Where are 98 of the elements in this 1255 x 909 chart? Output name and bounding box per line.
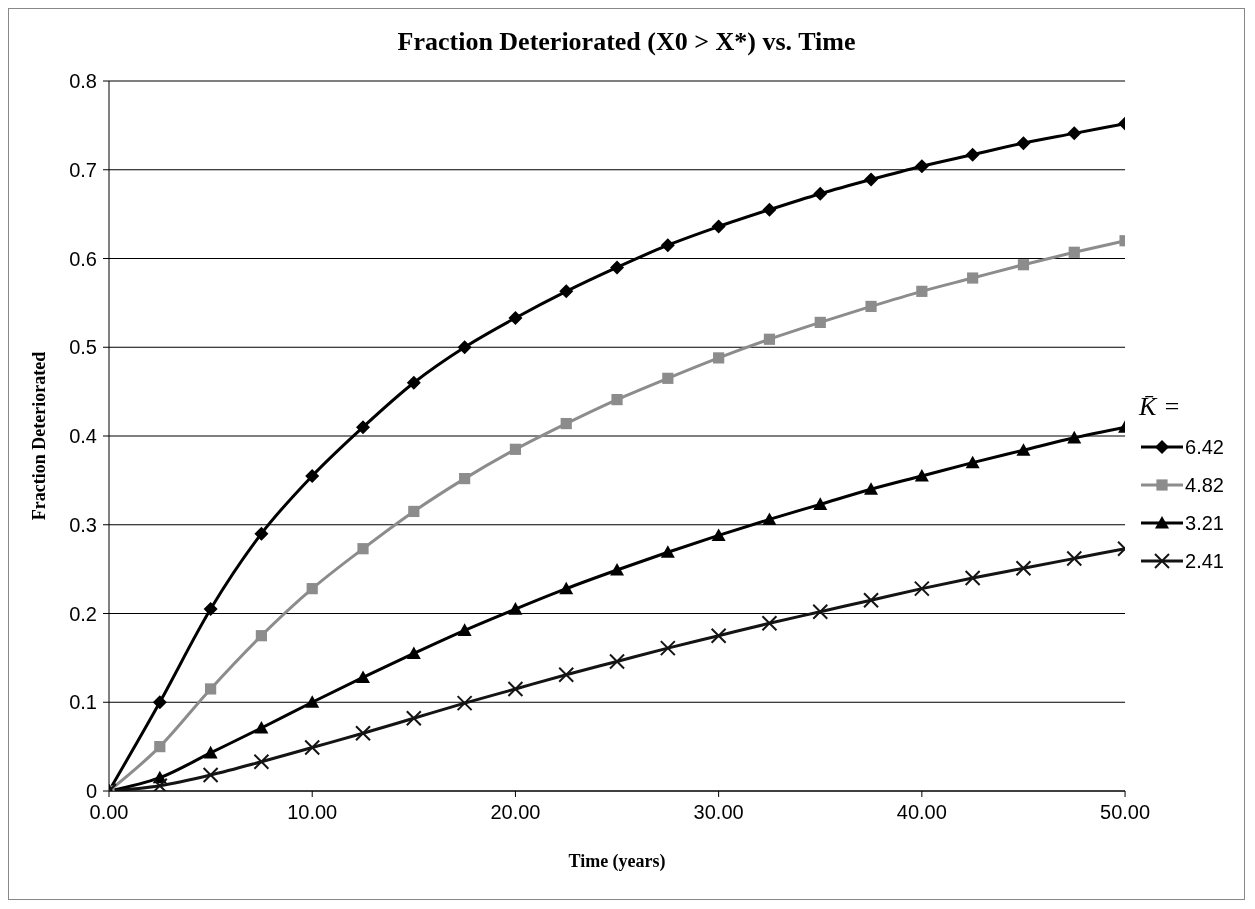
point	[559, 581, 574, 595]
point	[356, 670, 371, 683]
point	[1067, 430, 1082, 444]
point	[254, 720, 269, 734]
point	[659, 640, 676, 657]
legend-label: 2.41	[1185, 549, 1224, 573]
point	[508, 310, 523, 325]
y-axis-title: Fraction Deteriorated	[29, 351, 50, 521]
point	[713, 352, 725, 364]
point	[762, 512, 777, 526]
point	[456, 695, 473, 712]
legend-title: K̄ =	[1139, 392, 1182, 422]
point	[610, 260, 625, 275]
y-tick-label: 0.2	[69, 602, 97, 625]
y-tick-label: 0.4	[69, 425, 97, 448]
chart-title: Fraction Deteriorated (X0 > X*) vs. Time	[396, 26, 857, 58]
point	[1015, 560, 1032, 577]
point	[459, 473, 471, 485]
point	[814, 316, 826, 328]
y-tick-label: 0.3	[69, 513, 97, 536]
point	[205, 683, 217, 695]
x-tick-label: 10.00	[287, 801, 338, 824]
point	[762, 202, 777, 217]
point	[254, 526, 269, 541]
y-tick-label: 0	[85, 780, 97, 803]
point	[508, 602, 523, 615]
y-tick-label: 0.6	[69, 247, 97, 270]
legend-label: 4.82	[1185, 473, 1224, 497]
point	[763, 333, 776, 345]
point	[914, 159, 929, 174]
point	[660, 238, 675, 253]
y-tick-label: 0.7	[69, 158, 97, 181]
x-tick-label: 40.00	[896, 801, 947, 824]
point	[1016, 443, 1031, 456]
point	[152, 695, 167, 710]
point	[305, 695, 320, 708]
point	[864, 172, 879, 187]
point	[865, 300, 877, 313]
point	[151, 777, 168, 791]
point	[1016, 136, 1031, 151]
point	[457, 623, 472, 636]
x-axis-title: Time (years)	[568, 851, 666, 872]
point	[914, 468, 929, 482]
point	[304, 739, 321, 756]
legend-label: 6.42	[1185, 435, 1224, 459]
point	[1066, 550, 1083, 567]
point	[710, 627, 727, 644]
y-tick-label: 0.8	[69, 70, 97, 93]
point	[154, 741, 166, 753]
point	[964, 570, 981, 586]
point	[1067, 126, 1082, 141]
point	[965, 147, 980, 162]
point	[405, 710, 422, 727]
y-tick-label: 0.5	[69, 336, 97, 359]
point	[864, 482, 879, 495]
point	[611, 394, 623, 406]
point	[203, 602, 218, 617]
point	[916, 285, 928, 297]
point	[507, 680, 524, 697]
point	[913, 580, 930, 597]
point	[610, 563, 625, 576]
point	[813, 497, 828, 510]
point	[356, 420, 371, 435]
point	[305, 468, 320, 483]
x-tick-label: 30.00	[693, 801, 744, 824]
point	[609, 653, 626, 670]
point	[662, 372, 674, 384]
point	[509, 443, 522, 455]
point	[812, 603, 829, 620]
point	[406, 646, 421, 660]
point	[967, 272, 979, 284]
point	[711, 219, 726, 234]
point	[559, 284, 574, 299]
point	[711, 528, 726, 541]
point	[761, 615, 778, 632]
point	[253, 753, 270, 770]
point	[560, 417, 572, 430]
x-tick-label: 50.00	[1100, 801, 1151, 824]
point	[457, 340, 472, 355]
point	[863, 592, 880, 609]
point	[202, 767, 219, 784]
x-tick-label: 20.00	[490, 801, 541, 824]
legend-label: 3.21	[1185, 511, 1224, 535]
point	[203, 745, 218, 759]
point	[357, 543, 369, 555]
point	[660, 545, 675, 558]
x-tick-label: 0.00	[89, 801, 129, 824]
point	[355, 725, 372, 742]
point	[1017, 259, 1030, 271]
point	[813, 186, 828, 201]
point	[255, 630, 268, 642]
point	[406, 375, 421, 390]
point	[1068, 246, 1080, 258]
point	[306, 583, 318, 595]
point	[558, 666, 575, 683]
point	[408, 505, 420, 518]
point	[965, 455, 980, 469]
y-tick-label: 0.1	[69, 691, 97, 714]
